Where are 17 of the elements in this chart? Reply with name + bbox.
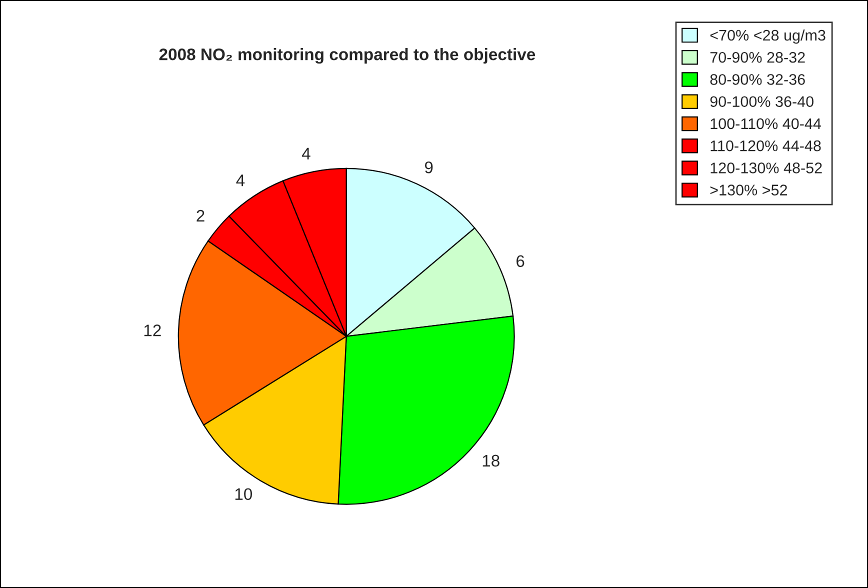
data-label: 4: [302, 148, 310, 160]
data-label: 10: [235, 488, 252, 500]
legend-label: 80-90% 32-36: [710, 74, 805, 85]
legend-label: 90-100% 36-40: [710, 96, 814, 108]
data-label: 6: [516, 255, 524, 268]
text: 2008 NO₂ monitoring compared to the objective: [159, 48, 536, 64]
legend-label: 70-90% 28-32: [710, 52, 805, 63]
legend-label: 120-130% 48-52: [710, 162, 822, 174]
data-label: 2: [196, 210, 204, 222]
legend-label: >130% >52: [710, 184, 787, 196]
legend-label: <70% <28 ug/m3: [710, 29, 826, 44]
data-label: 18: [482, 454, 500, 467]
legend-label: 100-110% 40-44: [710, 118, 822, 130]
data-label: 4: [236, 174, 245, 186]
data-label: 12: [144, 324, 161, 336]
legend-label: 110-120% 44-48: [710, 140, 821, 152]
data-label: 9: [424, 161, 433, 174]
